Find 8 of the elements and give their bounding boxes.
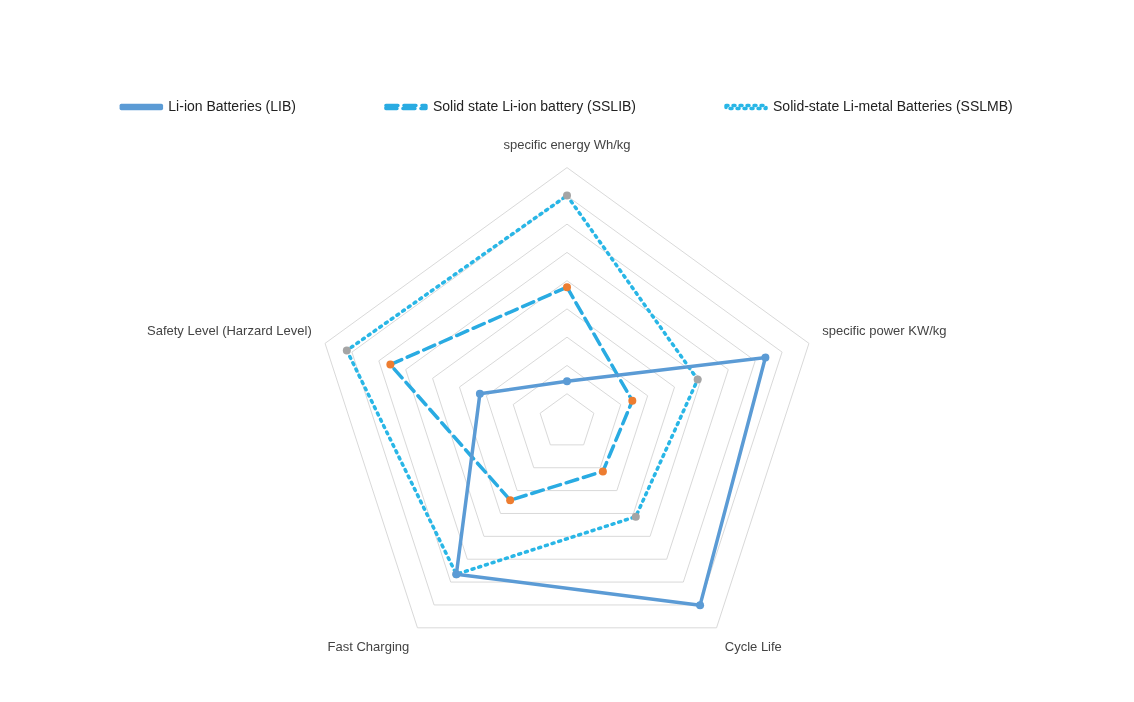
legend-label: Solid-state Li-metal Batteries (SSLMB) — [773, 97, 1013, 114]
spoke-label: Cycle Life — [724, 638, 782, 654]
legend-label: Li-ion Batteries (LIB) — [168, 97, 296, 114]
spoke-label: Fast Charging — [327, 638, 410, 654]
spoke-label: specific energy Wh/kg — [503, 137, 631, 153]
legend-label: Solid state Li-ion battery (SSLIB) — [432, 97, 637, 114]
spoke-label: specific power KW/kg — [822, 322, 947, 338]
spoke-label: Safety Level (Harzard Level) — [146, 322, 312, 338]
